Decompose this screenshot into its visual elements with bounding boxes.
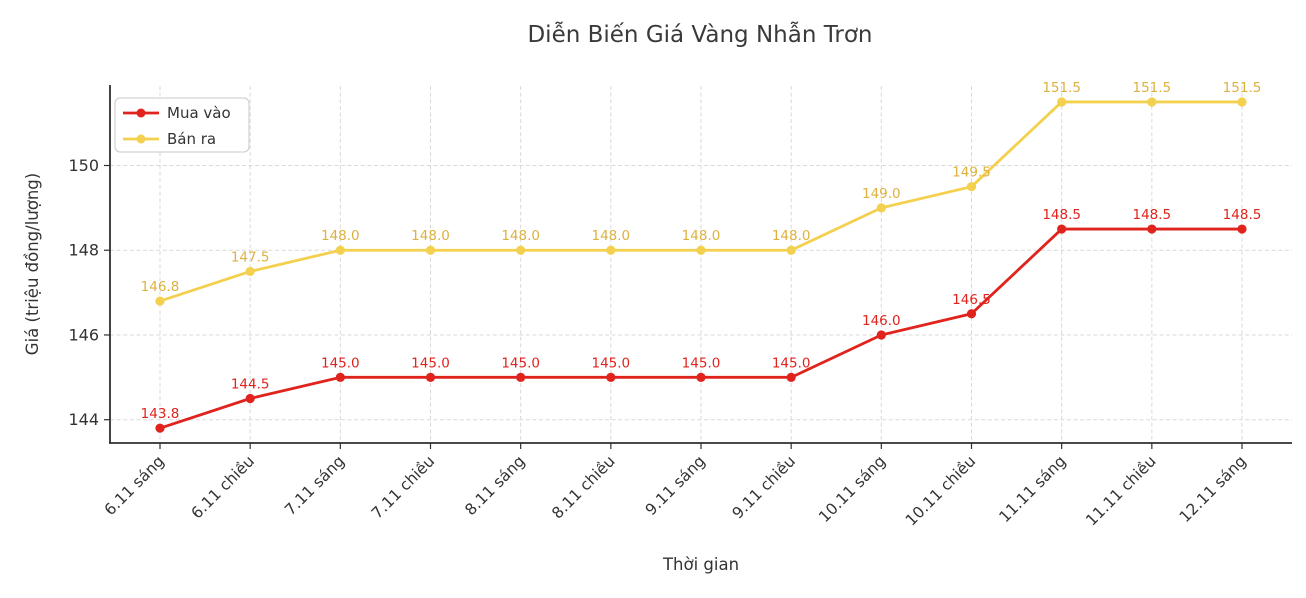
legend-sample-marker-mua-vao [136, 108, 146, 118]
x-tick-label: 6.11 sáng [101, 452, 168, 519]
legend-sample-marker-ban-ra [136, 134, 146, 144]
data-point-label: 148.0 [772, 228, 811, 244]
data-point-mua-vao [245, 393, 255, 404]
y-tick-label: 150 [68, 156, 99, 175]
x-tick-label: 7.11 chiều [368, 452, 438, 522]
x-tick-label: 12.11 sáng [1176, 452, 1250, 526]
data-point-label: 151.5 [1133, 80, 1172, 96]
data-point-label: 146.0 [862, 313, 901, 329]
data-point-label: 143.8 [141, 406, 180, 422]
x-tick-label: 10.11 chiều [902, 452, 979, 529]
data-point-ban-ra [606, 245, 616, 255]
data-point-mua-vao [425, 372, 436, 382]
x-tick-label: 8.11 chiều [548, 452, 618, 522]
data-point-mua-vao [1147, 224, 1157, 234]
x-tick-label: 10.11 sáng [815, 452, 889, 526]
data-point-label: 148.5 [1223, 207, 1262, 223]
data-point-ban-ra [335, 245, 345, 255]
data-point-ban-ra [786, 245, 796, 255]
x-tick-label: 11.11 sáng [996, 452, 1070, 526]
data-point-ban-ra [966, 182, 977, 192]
data-point-label: 145.0 [501, 355, 540, 371]
x-axis-title: Thời gian [662, 555, 739, 574]
data-point-label: 145.0 [411, 355, 450, 371]
legend: Mua vào Bán ra [114, 97, 250, 153]
data-series [155, 97, 1247, 433]
data-point-label: 148.0 [501, 228, 540, 244]
data-point-label: 149.0 [862, 186, 901, 202]
y-axis-title: Giá (triệu đồng/lượng) [23, 173, 42, 355]
data-point-mua-vao [966, 309, 977, 319]
data-point-label: 148.5 [1042, 207, 1081, 223]
data-point-mua-vao [606, 372, 616, 382]
data-point-label: 148.0 [411, 228, 450, 244]
data-point-ban-ra [1057, 97, 1067, 107]
data-point-mua-vao [335, 372, 345, 382]
data-point-label: 147.5 [231, 249, 270, 265]
grid-lines [110, 86, 1292, 443]
data-point-label: 145.0 [592, 355, 631, 371]
data-point-mua-vao [516, 372, 526, 382]
data-point-ban-ra [155, 296, 165, 306]
data-point-mua-vao [696, 372, 706, 382]
data-point-ban-ra [425, 245, 436, 255]
data-point-ban-ra [516, 245, 526, 255]
y-tick-label: 146 [68, 325, 99, 344]
data-point-ban-ra [1237, 97, 1247, 107]
y-tick-label: 144 [68, 410, 99, 429]
x-tick-label: 9.11 chiều [729, 452, 799, 522]
x-tick-label: 11.11 chiều [1082, 452, 1159, 529]
y-tick-label: 148 [68, 241, 99, 260]
data-point-mua-vao [155, 423, 165, 433]
legend-label-mua-vao: Mua vào [167, 104, 231, 122]
x-tick-label: 7.11 sáng [281, 452, 348, 519]
data-point-label: 144.5 [231, 377, 270, 393]
data-labels: 143.8 144.5 145.0 145.0 145.0 145.0 145.0 145.0… [141, 80, 1262, 422]
x-tick-label: 6.11 chiều [188, 452, 258, 522]
data-point-label: 148.0 [592, 228, 631, 244]
data-point-label: 145.0 [321, 355, 360, 371]
x-tick-label: 8.11 sáng [462, 452, 529, 519]
axes: 144 146 148 150 6.11 sáng 6.11 chiều 7.11 sáng… [68, 85, 1292, 529]
data-point-mua-vao [1057, 224, 1067, 234]
data-point-ban-ra [245, 266, 255, 277]
legend-label-ban-ra: Bán ra [167, 130, 216, 148]
data-point-label: 151.5 [1042, 80, 1081, 96]
x-tick-label: 9.11 sáng [642, 452, 709, 519]
data-point-ban-ra [1147, 97, 1157, 107]
data-point-label: 145.0 [772, 355, 811, 371]
data-point-mua-vao [1237, 224, 1247, 234]
data-point-label: 146.8 [141, 279, 180, 295]
data-point-ban-ra [876, 203, 886, 213]
data-point-ban-ra [696, 245, 706, 255]
data-point-mua-vao [786, 372, 796, 382]
data-point-label: 145.0 [682, 355, 721, 371]
data-point-label: 146.5 [952, 292, 991, 308]
data-point-label: 148.5 [1133, 207, 1172, 223]
data-point-label: 151.5 [1223, 80, 1262, 96]
chart-title: Diễn Biến Giá Vàng Nhẫn Trơn [527, 20, 872, 48]
data-point-label: 149.5 [952, 165, 991, 181]
data-point-label: 148.0 [321, 228, 360, 244]
data-point-label: 148.0 [682, 228, 721, 244]
data-point-mua-vao [876, 330, 886, 340]
